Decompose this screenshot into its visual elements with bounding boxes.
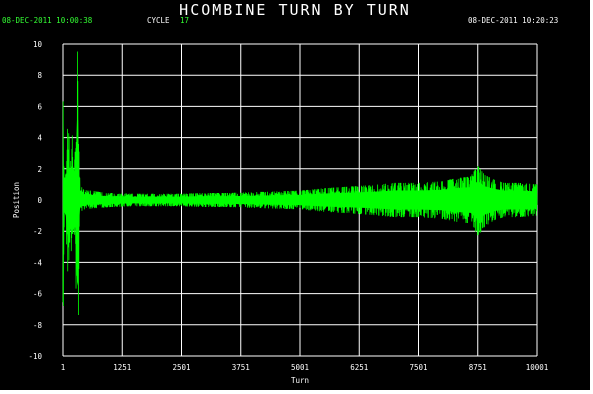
- y-tick-label: 10: [33, 40, 43, 49]
- y-tick-label: -4: [33, 258, 43, 267]
- y-tick-label: 2: [37, 165, 42, 174]
- x-tick-label: 10001: [526, 363, 549, 372]
- y-tick-label: -10: [28, 352, 42, 361]
- x-tick-label: 8751: [469, 363, 487, 372]
- x-tick-label: 1: [61, 363, 66, 372]
- y-tick-label: -6: [33, 290, 43, 299]
- position-trace: [62, 51, 538, 315]
- y-tick-label: 4: [37, 134, 42, 143]
- cycle-label: CYCLE: [147, 16, 170, 25]
- x-tick-label: 6251: [350, 363, 368, 372]
- chart-title: HCOMBINE TURN BY TURN: [179, 1, 411, 19]
- start-timestamp: 08-DEC-2011 10:00:38: [2, 16, 93, 25]
- x-tick-label: 2501: [172, 363, 190, 372]
- x-tick-label: 1251: [113, 363, 131, 372]
- x-tick-label: 7501: [409, 363, 427, 372]
- y-tick-label: 0: [37, 196, 42, 205]
- y-tick-labels: -10 -8 -6 -4 -2 0 2 4 6 8 10: [28, 40, 42, 361]
- y-tick-label: 8: [37, 71, 42, 80]
- y-tick-label: -2: [33, 227, 42, 236]
- x-tick-label: 3751: [232, 363, 250, 372]
- cycle-value: 17: [180, 16, 190, 25]
- y-tick-label: 6: [37, 102, 42, 111]
- x-axis-label: Turn: [291, 376, 309, 385]
- position-trace-line: [62, 51, 538, 315]
- x-tick-labels: 1 1251 2501 3751 5001 6251 7501 8751 10001: [61, 363, 549, 372]
- end-timestamp: 08-DEC-2011 10:20:23: [468, 16, 559, 25]
- y-axis-label: Position: [12, 182, 21, 218]
- x-tick-label: 5001: [291, 363, 309, 372]
- position-trace-band: [63, 114, 537, 286]
- y-tick-label: -8: [33, 321, 43, 330]
